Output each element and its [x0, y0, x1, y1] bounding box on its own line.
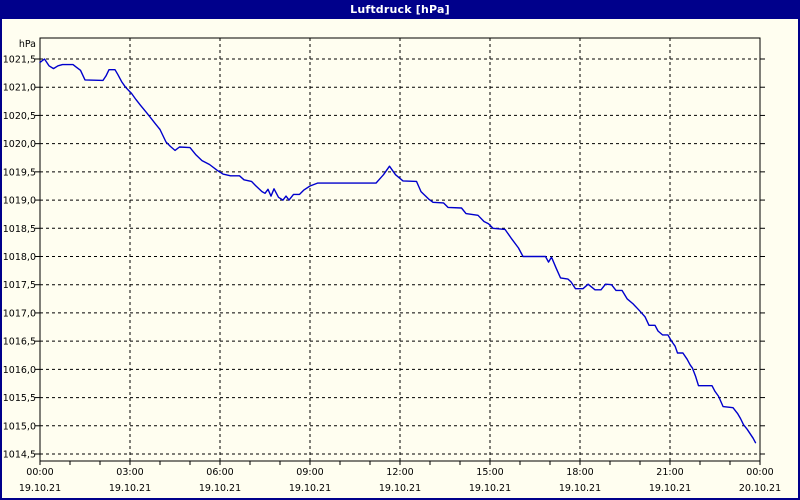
plot-border [39, 37, 761, 462]
x-tick-time-label: 00:00 [746, 467, 773, 478]
x-tick-date-label: 19.10.21 [109, 483, 151, 494]
x-tick-date-label: 19.10.21 [19, 483, 61, 494]
y-axis-unit-label: hPa [19, 39, 36, 50]
x-tick-time-label: 21:00 [656, 467, 683, 478]
window-title: Luftdruck [hPa] [0, 0, 800, 19]
y-tick-label: 1016,5 [3, 337, 36, 348]
x-tick-date-label: 19.10.21 [559, 483, 601, 494]
y-tick-label: 1014,5 [3, 450, 36, 461]
x-tick-time-label: 09:00 [296, 467, 323, 478]
x-tick-time-label: 18:00 [566, 467, 593, 478]
y-tick-label: 1019,0 [3, 196, 36, 207]
y-tick-label: 1015,0 [3, 421, 36, 432]
x-tick-date-label: 19.10.21 [289, 483, 331, 494]
y-tick-label: 1021,5 [3, 55, 36, 66]
x-tick-date-label: 19.10.21 [649, 483, 691, 494]
x-tick-date-label: 19.10.21 [199, 483, 241, 494]
x-tick-date-label: 19.10.21 [379, 483, 421, 494]
y-tick-label: 1019,5 [3, 167, 36, 178]
y-tick-label: 1017,5 [3, 280, 36, 291]
y-tick-label: 1021,0 [3, 83, 36, 94]
x-tick-time-label: 15:00 [476, 467, 503, 478]
x-tick-time-label: 12:00 [386, 467, 413, 478]
x-tick-time-label: 06:00 [206, 467, 233, 478]
y-tick-label: 1015,5 [3, 393, 36, 404]
x-tick-time-label: 00:00 [26, 467, 53, 478]
y-tick-label: 1020,0 [3, 139, 36, 150]
x-tick-date-label: 19.10.21 [469, 483, 511, 494]
x-tick-date-label: 20.10.21 [739, 483, 781, 494]
y-tick-label: 1018,5 [3, 224, 36, 235]
y-tick-label: 1017,0 [3, 308, 36, 319]
y-tick-label: 1018,0 [3, 252, 36, 263]
y-tick-label: 1016,0 [3, 365, 36, 376]
pressure-line-series [39, 58, 757, 444]
x-tick-time-label: 03:00 [116, 467, 143, 478]
y-tick-label: 1020,5 [3, 111, 36, 122]
